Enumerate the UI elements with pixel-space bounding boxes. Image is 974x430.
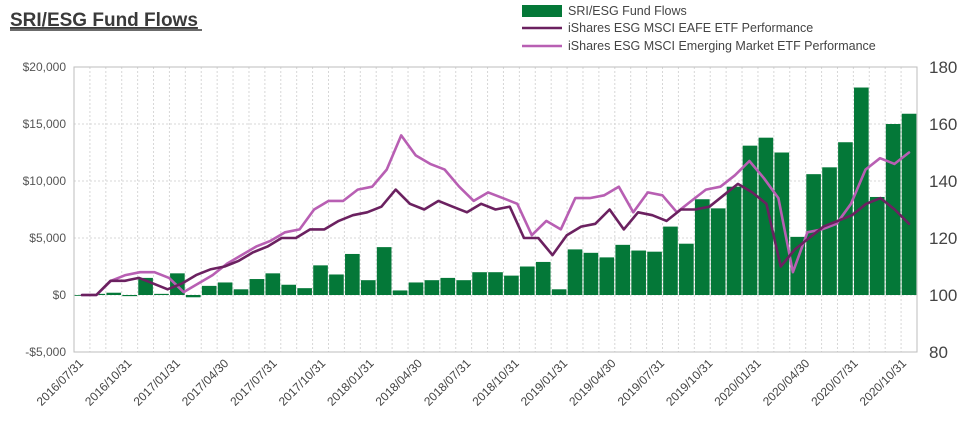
x-tick-label: 2016/10/31 xyxy=(82,356,135,409)
plot-frame xyxy=(73,66,918,353)
bar-fund-flow xyxy=(694,199,710,295)
x-tick-label: 2018/04/30 xyxy=(373,356,426,409)
right-tick-label: 120 xyxy=(929,229,957,248)
bar-fund-flow xyxy=(742,145,758,295)
x-tick-label: 2017/07/31 xyxy=(227,356,280,409)
line-emerging-market xyxy=(80,134,911,297)
x-tick-label: 2018/10/31 xyxy=(469,356,522,409)
bar-fund-flow xyxy=(265,273,281,295)
x-tick-label: 2020/07/31 xyxy=(808,356,861,409)
bar-fund-flow xyxy=(122,295,137,297)
x-tick-label: 2019/07/31 xyxy=(615,356,668,409)
x-tick-label: 2017/10/31 xyxy=(276,356,329,409)
left-tick-label: $20,000 xyxy=(23,60,67,74)
x-tick-label: 2018/07/31 xyxy=(421,356,474,409)
bar-fund-flow xyxy=(710,208,726,295)
x-tick-label: 2020/10/31 xyxy=(857,356,910,409)
bar-fund-flow xyxy=(233,289,249,295)
bar-fund-flow xyxy=(567,249,583,295)
x-tick-label: 2020/04/30 xyxy=(760,356,813,409)
bar-fund-flow xyxy=(456,280,472,295)
bar-fund-flow xyxy=(297,288,312,295)
bar-fund-flow xyxy=(424,280,440,295)
left-tick-label: -$5,000 xyxy=(25,345,66,359)
left-tick-label: $10,000 xyxy=(23,174,67,188)
legend: SRI/ESG Fund Flows iShares ESG MSCI EAFE… xyxy=(522,4,876,53)
line-eafe xyxy=(80,182,911,297)
bar-fund-flow xyxy=(901,113,917,296)
bar-fund-flow xyxy=(726,186,742,295)
chart-title: SRI/ESG Fund Flows xyxy=(10,10,198,31)
bar-fund-flow xyxy=(758,137,774,295)
x-tick-label: 2020/01/31 xyxy=(712,356,765,409)
bar-fund-flow xyxy=(488,272,503,295)
bar-fund-flow xyxy=(360,280,376,295)
bar-fund-flow xyxy=(249,279,265,295)
bar-fund-flow xyxy=(854,87,869,296)
bar-fund-flow xyxy=(106,292,122,295)
bar-fund-flow xyxy=(869,196,885,295)
x-tick-label: 2017/01/31 xyxy=(131,356,184,409)
bar-series xyxy=(74,87,917,298)
bar-fund-flow xyxy=(599,257,615,295)
bar-fund-flow xyxy=(408,282,424,295)
right-tick-label: 160 xyxy=(929,115,957,134)
left-tick-label: $0 xyxy=(53,288,67,302)
bar-fund-flow xyxy=(392,290,408,295)
legend-label-eafe: iShares ESG MSCI EAFE ETF Performance xyxy=(568,21,813,35)
line-series xyxy=(80,134,911,297)
left-tick-label: $5,000 xyxy=(29,231,66,245)
bar-fund-flow xyxy=(583,252,599,295)
x-axis-ticks: 2016/07/312016/10/312017/01/312017/04/30… xyxy=(34,356,910,409)
legend-label-em: iShares ESG MSCI Emerging Market ETF Per… xyxy=(568,39,876,53)
right-tick-label: 140 xyxy=(929,172,957,191)
bar-fund-flow xyxy=(615,244,631,295)
left-axis-ticks: -$5,000 $0 $5,000 $10,000 $15,000 $20,000 xyxy=(23,60,67,359)
bar-fund-flow xyxy=(504,275,519,295)
right-tick-label: 180 xyxy=(929,58,957,77)
bar-fund-flow xyxy=(774,152,790,295)
bar-fund-flow xyxy=(472,272,487,295)
bar-fund-flow xyxy=(440,277,456,295)
bar-fund-flow xyxy=(154,293,169,295)
x-tick-label: 2018/01/31 xyxy=(324,356,377,409)
left-tick-label: $15,000 xyxy=(23,117,67,131)
bar-fund-flow xyxy=(519,266,535,295)
bar-fund-flow xyxy=(201,285,217,295)
legend-label-fund-flows: SRI/ESG Fund Flows xyxy=(568,4,687,18)
right-tick-label: 100 xyxy=(929,286,957,305)
bar-fund-flow xyxy=(535,261,551,295)
bar-fund-flow xyxy=(631,250,646,295)
bar-fund-flow xyxy=(551,289,567,295)
x-tick-label: 2019/04/30 xyxy=(566,356,619,409)
bar-fund-flow xyxy=(663,226,678,295)
bar-fund-flow xyxy=(647,251,662,295)
bar-fund-flow xyxy=(329,274,344,295)
x-tick-label: 2017/04/30 xyxy=(179,356,232,409)
gridlines xyxy=(73,66,918,353)
bar-fund-flow xyxy=(822,167,837,295)
x-tick-label: 2019/01/31 xyxy=(518,356,571,409)
bar-fund-flow xyxy=(376,247,392,295)
bar-fund-flow xyxy=(281,284,297,295)
right-tick-label: 80 xyxy=(929,343,948,362)
x-tick-label: 2019/10/31 xyxy=(663,356,716,409)
bar-fund-flow xyxy=(217,282,233,295)
bar-fund-flow xyxy=(313,265,328,295)
bar-fund-flow xyxy=(185,295,201,298)
legend-swatch-fund-flows xyxy=(522,5,562,17)
bar-fund-flow xyxy=(679,243,694,295)
bar-fund-flow xyxy=(345,253,360,295)
right-axis-ticks: 80 100 120 140 160 180 xyxy=(929,58,957,362)
x-tick-label: 2016/07/31 xyxy=(34,356,87,409)
